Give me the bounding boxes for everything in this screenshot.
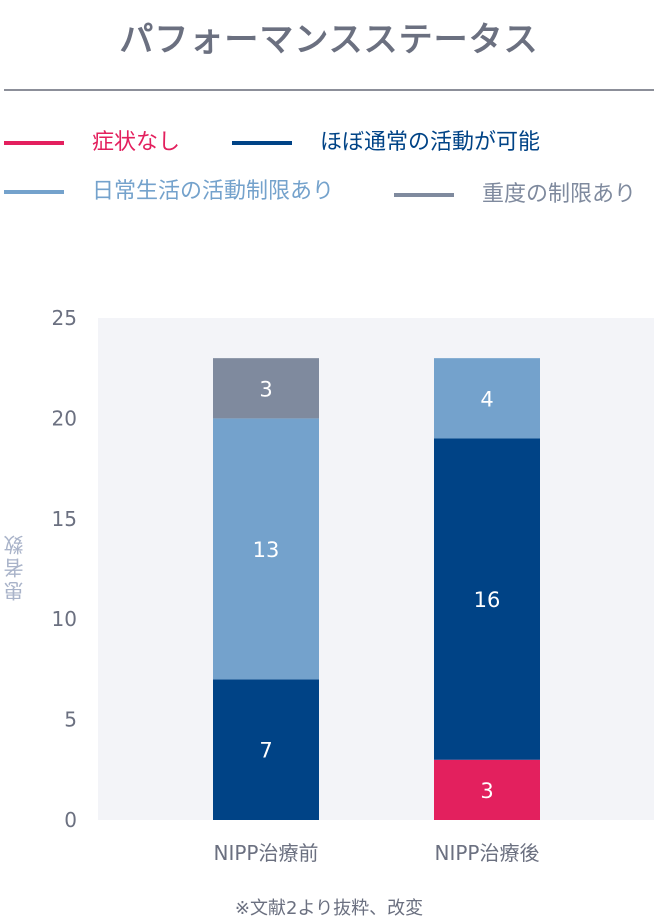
bar-segment-2-2 — [434, 438, 540, 760]
y-tick-label-20: 20 — [52, 406, 77, 430]
legend-label-2: ほぼ通常の活動が可能 — [320, 130, 541, 155]
bar-value-label-2-1: 3 — [480, 779, 493, 803]
legend-swatch-3 — [4, 190, 64, 194]
chart-title: パフォーマンスステータス — [119, 20, 539, 60]
bar-value-label-2-3: 4 — [480, 387, 493, 411]
legend-swatch-2 — [232, 141, 292, 145]
legend-label-4: 重度の制限あり — [482, 182, 637, 207]
legend-swatch-1 — [4, 141, 64, 145]
bar-segment-1-2 — [213, 679, 319, 820]
y-tick-label-25: 25 — [52, 306, 77, 330]
y-axis-label: 患者数 — [3, 532, 27, 602]
bar-value-label-1-4: 3 — [259, 377, 272, 401]
y-tick-label-10: 10 — [52, 607, 77, 631]
bar-segment-1-4 — [213, 358, 319, 419]
y-tick-label-5: 5 — [64, 708, 77, 732]
bar-value-label-1-2: 7 — [259, 739, 272, 763]
bar-value-label-1-3: 13 — [253, 538, 280, 562]
x-category-label-1: NIPP治療前 — [214, 841, 319, 865]
y-tick-label-0: 0 — [64, 808, 77, 832]
title-divider — [4, 89, 654, 91]
footnote: ※文献2より抜粋、改変 — [234, 898, 424, 919]
plot-area — [98, 318, 654, 820]
legend-label-3: 日常生活の活動制限あり — [92, 179, 335, 204]
legend-label-1: 症状なし — [92, 130, 181, 155]
x-category-label-2: NIPP治療後 — [435, 841, 540, 865]
y-tick-label-15: 15 — [52, 507, 77, 531]
legend-swatch-4 — [394, 193, 454, 197]
bar-segment-1-3 — [213, 418, 319, 680]
bar-value-label-2-2: 16 — [474, 588, 501, 612]
bar-segment-2-3 — [434, 358, 540, 439]
bar-segment-2-1 — [434, 759, 540, 820]
